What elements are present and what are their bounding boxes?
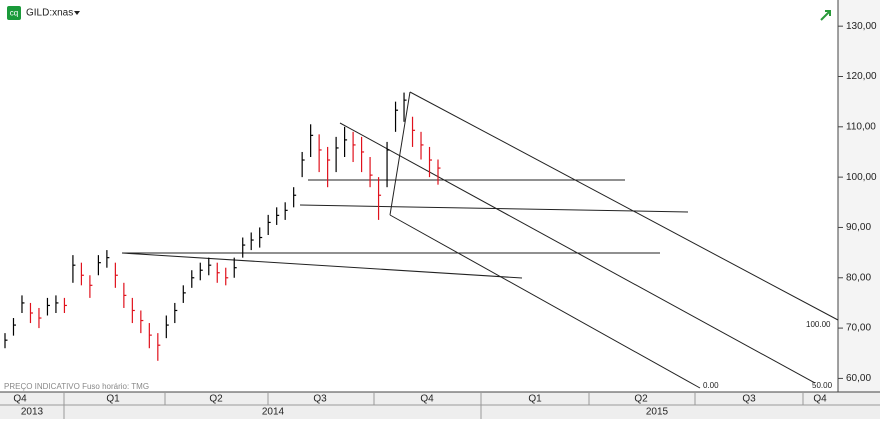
quarter-label: Q1 bbox=[528, 394, 542, 405]
fork-label: 0.00 bbox=[703, 381, 719, 390]
quarter-label: Q2 bbox=[634, 394, 648, 405]
drawings bbox=[121, 91, 839, 389]
pitchfork-tine bbox=[409, 91, 839, 321]
icon-label: cq bbox=[10, 9, 18, 18]
quarter-label: Q1 bbox=[106, 394, 120, 405]
pitchfork-tine bbox=[339, 122, 816, 384]
price-axis bbox=[838, 0, 880, 392]
y-tick-label: 110,00 bbox=[846, 121, 876, 132]
quarter-label: Q3 bbox=[742, 394, 756, 405]
quarter-label: Q3 bbox=[313, 394, 327, 405]
fork-label: 50.00 bbox=[812, 381, 833, 390]
quarter-label: Q4 bbox=[420, 394, 434, 405]
fork-label: 100.00 bbox=[806, 320, 831, 329]
trend-line bbox=[121, 252, 523, 279]
quarter-label: Q4 bbox=[813, 394, 827, 405]
quarter-label: Q2 bbox=[209, 394, 223, 405]
pitchfork-handle bbox=[389, 91, 411, 216]
symbol[interactable]: GILD:xnas bbox=[26, 8, 73, 19]
year-label: 2015 bbox=[646, 407, 669, 418]
y-tick-label: 80,00 bbox=[846, 272, 871, 283]
y-tick-label: 60,00 bbox=[846, 373, 871, 384]
y-tick-label: 70,00 bbox=[846, 323, 871, 334]
cq-icon[interactable] bbox=[7, 6, 21, 20]
year-label: 2014 bbox=[262, 407, 285, 418]
y-tick-label: 120,00 bbox=[846, 71, 877, 82]
footer-note: PREÇO INDICATIVO Fuso horário: TMG bbox=[4, 382, 149, 391]
pitchfork-tine bbox=[389, 214, 701, 389]
y-tick-label: 90,00 bbox=[846, 222, 871, 233]
y-tick-label: 100,00 bbox=[846, 172, 877, 183]
trend-line bbox=[299, 204, 689, 213]
trend-icon[interactable] bbox=[820, 10, 831, 21]
quarter-label: Q4 bbox=[13, 394, 27, 405]
y-tick-label: 130,00 bbox=[846, 21, 877, 32]
year-label: 2013 bbox=[21, 407, 44, 418]
dropdown-arrow[interactable] bbox=[74, 11, 80, 15]
